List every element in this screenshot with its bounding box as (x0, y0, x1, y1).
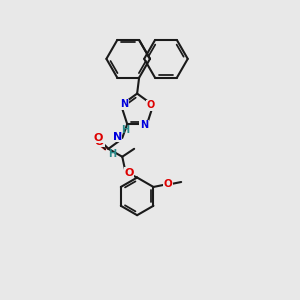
Text: O: O (124, 168, 134, 178)
Text: N: N (113, 132, 122, 142)
Text: N: N (120, 99, 128, 109)
Text: O: O (164, 179, 173, 189)
Text: H: H (121, 125, 129, 135)
Text: H: H (108, 149, 116, 159)
Text: O: O (95, 137, 104, 147)
Text: O: O (94, 133, 103, 143)
Text: N: N (140, 120, 148, 130)
Text: O: O (146, 100, 154, 110)
